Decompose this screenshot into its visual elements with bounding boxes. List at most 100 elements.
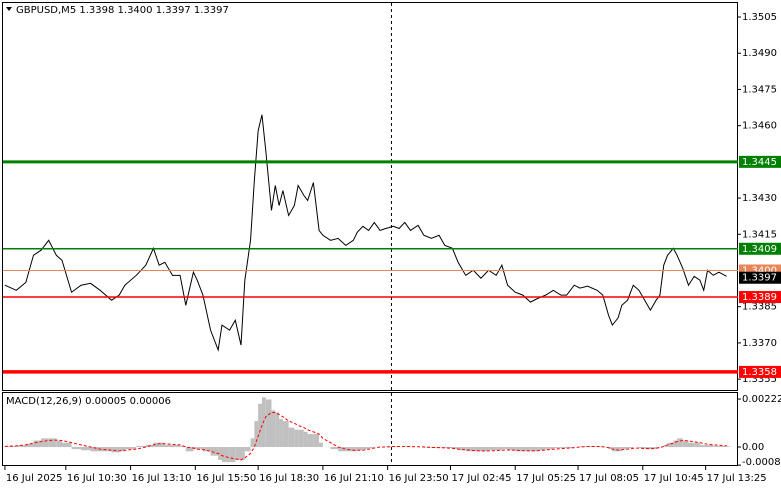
level-label: 1.3445 — [742, 157, 777, 168]
macd-histogram-bar — [244, 446, 251, 452]
macd-histogram-bar — [694, 442, 700, 447]
macd-histogram-bar — [153, 442, 160, 447]
y-tick-label: 1.3370 — [742, 338, 777, 349]
macd-panel-frame — [2, 392, 738, 466]
macd-histogram-bar — [100, 446, 112, 452]
macd-histogram-bar — [307, 434, 314, 447]
x-tick-label: 16 Jul 10:30 — [67, 473, 127, 484]
macd-histogram-bar — [667, 442, 674, 447]
x-tick-label: 16 Jul 23:50 — [389, 473, 449, 484]
macd-histogram-bar — [488, 446, 497, 451]
y-tick-label: -0.00084 — [742, 457, 781, 468]
level-label: 1.3358 — [742, 367, 777, 378]
macd-histogram-bar — [393, 446, 400, 447]
macd-histogram-bar — [330, 446, 339, 450]
macd-histogram-bar — [111, 446, 120, 453]
level-label: 1.3409 — [742, 244, 777, 255]
y-tick-label: 1.3505 — [742, 12, 777, 23]
macd-histogram-bar — [677, 438, 683, 447]
macd-histogram-bar — [193, 446, 198, 450]
x-tick-label: 17 Jul 10:45 — [644, 473, 704, 484]
macd-histogram-bar — [71, 446, 82, 450]
macd-histogram-bar — [254, 421, 259, 447]
menu-triangle[interactable] — [6, 7, 12, 11]
macd-histogram-bar — [707, 444, 714, 447]
price-line — [4, 114, 727, 352]
macd-histogram-bar — [507, 446, 516, 451]
x-tick-label: 16 Jul 2025 — [6, 473, 63, 484]
macd-histogram-bar — [688, 442, 695, 447]
macd-histogram-bar — [515, 446, 523, 452]
macd-histogram-bar — [627, 446, 634, 449]
macd-histogram-bar — [452, 446, 459, 450]
macd-histogram-bar — [62, 442, 72, 447]
macd-histogram-bar — [218, 446, 222, 460]
macd-histogram-bar — [501, 446, 508, 450]
macd-histogram-bar — [545, 446, 554, 450]
y-tick-label: 1.3385 — [742, 302, 777, 313]
macd-histogram-bar — [473, 446, 481, 452]
macd-histogram-bar — [241, 446, 245, 460]
macd-histogram-bar — [608, 446, 613, 450]
macd-histogram-bar — [159, 442, 165, 447]
macd-histogram-bar — [480, 446, 489, 452]
macd-histogram-bar — [48, 438, 57, 447]
macd-histogram-bar — [444, 446, 453, 449]
macd-signal-line — [4, 411, 727, 461]
x-tick-label: 17 Jul 08:05 — [579, 473, 639, 484]
macd-histogram-bar — [303, 431, 308, 447]
macd-histogram-bar — [703, 444, 708, 447]
macd-histogram-bar — [319, 442, 323, 447]
macd-histogram-bar — [713, 445, 719, 447]
macd-histogram-bar — [338, 446, 346, 452]
level-label: 1.3400 — [742, 265, 777, 276]
macd-histogram-bar — [538, 446, 546, 451]
macd-histogram-bar — [235, 446, 242, 460]
level-label: 1.3389 — [742, 292, 777, 303]
macd-histogram-bar — [210, 446, 219, 456]
macd-histogram-bar — [282, 421, 289, 447]
macd-histogram-bar — [439, 446, 445, 448]
macd-histogram-bar — [313, 434, 320, 447]
macd-histogram-bar — [136, 445, 146, 447]
macd-histogram-bar — [185, 446, 194, 452]
macd-histogram-bar — [699, 444, 704, 447]
macd-histogram-bar — [465, 446, 474, 452]
y-tick-label: 1.3475 — [742, 84, 777, 95]
level-label-box — [739, 291, 781, 304]
macd-histogram-bar — [298, 429, 304, 447]
x-tick-label: 16 Jul 15:50 — [196, 473, 256, 484]
bid-label: 1.3397 — [742, 273, 777, 284]
macd-header: MACD(12,26,9) 0.00005 0.00006 — [6, 396, 171, 407]
macd-histogram-bar — [431, 446, 440, 449]
level-label-box — [739, 365, 781, 378]
macd-histogram-bar — [353, 446, 358, 452]
macd-histogram-bar — [357, 446, 363, 451]
macd-histogram-bar — [275, 412, 280, 447]
macd-histogram-bar — [229, 446, 236, 463]
macd-histogram-bar — [180, 445, 186, 447]
macd-histogram-bar — [81, 446, 91, 451]
macd-histogram-bar — [288, 427, 295, 447]
macd-histogram-bar — [682, 440, 689, 447]
macd-histogram-bar — [56, 440, 63, 447]
main-panel-frame — [2, 2, 738, 391]
macd-histogram-bar — [566, 446, 575, 449]
macd-histogram-bar — [16, 445, 26, 447]
y-tick-label: 1.3355 — [742, 374, 777, 385]
macd-histogram-bar — [530, 446, 539, 452]
macd-histogram-bar — [612, 446, 619, 452]
macd-histogram-bar — [250, 438, 255, 447]
macd-histogram-bar — [294, 429, 299, 447]
macd-histogram-bar — [33, 440, 42, 447]
y-tick-label: 1.3430 — [742, 193, 777, 204]
level-label-box — [739, 242, 781, 255]
macd-histogram-bar — [119, 446, 125, 452]
macd-histogram-bar — [172, 444, 181, 447]
macd-histogram-bar — [458, 446, 466, 451]
macd-histogram-bar — [25, 443, 34, 447]
macd-histogram-bar — [202, 446, 211, 452]
